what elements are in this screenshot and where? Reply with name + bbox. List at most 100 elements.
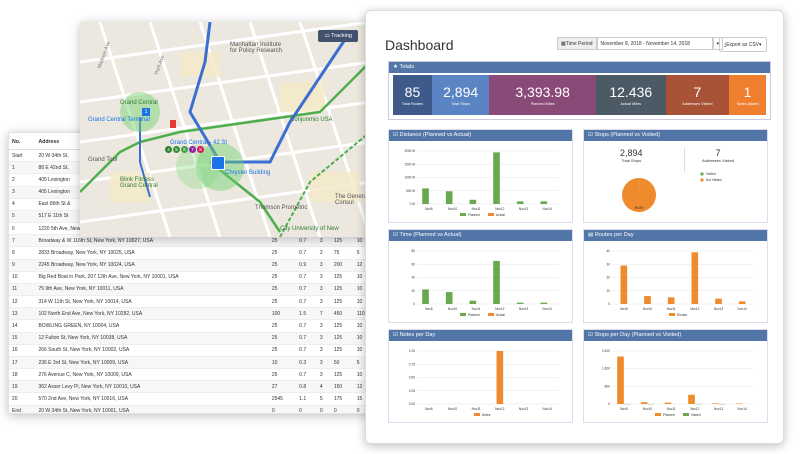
table-row[interactable]: 16 266 South St, New York, NY 10002, USA 2… [9, 344, 399, 357]
y-tick-label: 800 [605, 384, 611, 388]
address-cell: 266 South St, New York, NY 10002, USA [35, 344, 269, 357]
stop-number-cell: 19 [9, 380, 36, 394]
table-row[interactable]: 10 Big Red Boat in Park, 207 12th Ave, Ne… [9, 271, 399, 284]
x-tick-label: Nov14 [738, 407, 747, 411]
table-row[interactable]: 14 BOWLING GREEN, NY 10004, USA 25 0.7 3 125 1… [9, 319, 399, 333]
table-row[interactable]: 9 2245 Broadway, New York, NY 10024, USA 2… [9, 259, 399, 272]
column-header[interactable]: No. [9, 133, 36, 150]
table-cell: 25 [268, 344, 297, 357]
x-tick-label: Nov8 [425, 207, 433, 211]
x-tick-label: Nov12 [495, 307, 504, 311]
stop-marker[interactable]: 4 [165, 146, 172, 153]
stop-number-cell: 7 [9, 234, 36, 248]
tile-value: 1 [743, 83, 752, 100]
table-row[interactable]: 7 Broadway & W 116th St, New York, NY 100… [9, 234, 399, 248]
stop-marker[interactable]: 5 [173, 146, 180, 153]
table-row[interactable]: 18 276 Avenue C, New York, NY 10009, USA 2… [9, 368, 399, 382]
table-cell: 2545 [268, 392, 297, 406]
tracking-button[interactable]: ▭ Tracking [318, 30, 358, 42]
caret-down-icon: ▾ [759, 41, 762, 48]
legend-swatch [683, 413, 689, 416]
y-tick-label: 1500 M [404, 162, 415, 166]
table-row[interactable]: End 20 W 34th St, New York, NY 10001, USA… [9, 405, 399, 413]
table-row[interactable]: 19 362 Asser Levy Pl, New York, NY 10010,… [9, 380, 399, 394]
x-tick-label: Nov11 [472, 407, 481, 411]
table-cell: 2 [316, 246, 331, 260]
table-row[interactable]: 17 236 E 3rd St, New York, NY 10009, USA 1… [9, 356, 399, 370]
time-period-label[interactable]: ▦ Time Period [557, 37, 597, 50]
location-pin-icon[interactable] [170, 120, 176, 128]
table-row[interactable]: 8 2833 Broadway, New York, NY 10025, USA 2… [9, 246, 399, 260]
tile-label: Actual Miles [620, 101, 641, 106]
dashboard-window: Dashboard ▦ Time Period November 8, 2018… [365, 10, 784, 444]
stop-marker[interactable]: 8 [197, 146, 204, 153]
y-tick-label: 1000 M [404, 176, 415, 180]
start-marker[interactable]: 1 [142, 108, 150, 116]
x-tick-label: Nov11 [472, 207, 481, 211]
bar [540, 201, 548, 204]
y-tick-label: 20 [411, 289, 415, 293]
route-map[interactable]: ▭ Tracking Manhattan Institute for Polic… [80, 22, 370, 237]
distance-chart-panel: ☑ Distance (Planned vs Actual) 2000 M 150… [388, 129, 573, 223]
table-cell: 0 [296, 405, 317, 413]
table-cell: 25 [268, 234, 297, 248]
map-label-gc-terminal: Grand Central Terminal [88, 117, 150, 123]
table-cell: 4 [316, 380, 331, 394]
table-cell: 25 [268, 332, 297, 345]
legend-label: Actual [496, 213, 505, 217]
stop-number-cell: 8 [9, 246, 36, 260]
table-cell: 450 [330, 307, 354, 321]
legend-swatch [474, 413, 480, 416]
stop-marker[interactable]: 7 [189, 146, 196, 153]
map-canvas[interactable] [80, 22, 370, 237]
stop-number-cell: 18 [9, 368, 36, 382]
y-tick-label: 0 [608, 402, 610, 406]
legend-label: Not Visited [706, 178, 722, 182]
star-icon: ★ [393, 64, 400, 70]
x-tick-label: Nov11 [667, 407, 676, 411]
time-period-picker[interactable]: ▦ Time Period November 8, 2018 - Novembe… [557, 37, 724, 50]
divider [684, 148, 685, 172]
table-cell: 0.3 [296, 356, 317, 370]
bar [620, 265, 628, 304]
export-csv-button[interactable]: ⤓ Export as CSV ▾ [719, 37, 767, 52]
stop-number-cell: 16 [9, 344, 36, 357]
bar [738, 301, 746, 304]
y-tick-label: 0 [413, 302, 415, 306]
time-period-input[interactable]: November 8, 2018 - November 14, 2018 [596, 37, 713, 50]
distance-chart: 2000 M 1500 M 1000 M 500 M 0 M Nov8 Nov10 Nov11… [404, 149, 559, 217]
table-cell: 25 [268, 271, 297, 284]
map-label-grand-tour: Grand Tour [88, 157, 118, 163]
y-tick-label: 2,400 [602, 349, 610, 353]
map-label-columbus: Conjunmio USA [290, 117, 333, 123]
x-tick-label: Nov13 [519, 407, 528, 411]
table-row[interactable]: 12 314 W 11th St, New York, NY 10014, USA… [9, 295, 399, 309]
y-tick-label: 1,600 [602, 367, 610, 371]
y-tick-label: 40 [411, 276, 415, 280]
time-period-dropdown[interactable]: ▾ [712, 37, 724, 50]
total-tile: 7 Addresses Visited [665, 75, 730, 115]
stops-per-day-chart-panel: ☑ Stops per Day (Planned vs Visited) 2,4… [583, 329, 768, 423]
legend-swatch [700, 178, 704, 182]
table-row[interactable]: 13 102 North End Ave, New York, NY 10282,… [9, 307, 399, 321]
table-row[interactable]: 20 570 2nd Ave, New York, NY 10016, USA 25… [9, 392, 399, 406]
tracking-icon: ▭ [324, 33, 332, 39]
table-cell: 1.1 [296, 392, 317, 406]
table-cell: 3 [316, 368, 331, 382]
bar [422, 188, 429, 204]
table-cell: 150 [330, 380, 354, 394]
address-cell: 75 9th Ave, New York, NY 10011, USA [35, 283, 269, 297]
bar [667, 297, 675, 304]
total-tile: 2,894 Total Stops [431, 75, 490, 115]
table-cell: 25 [268, 246, 297, 260]
table-cell: 7 [316, 307, 331, 321]
stop-marker[interactable]: 6 [181, 146, 188, 153]
bar [516, 201, 524, 204]
vehicle-marker-icon[interactable] [211, 156, 225, 170]
table-row[interactable]: 15 12 Fulton St, New York, NY 10038, USA 2… [9, 332, 399, 345]
y-tick-label: 80 [411, 249, 415, 253]
table-row[interactable]: 11 75 9th Ave, New York, NY 10011, USA 25 0… [9, 283, 399, 297]
table-cell: 50 [330, 356, 354, 370]
chart-header: ☑ Stops per Day (Planned vs Visited) [584, 330, 767, 341]
bar [493, 152, 500, 204]
